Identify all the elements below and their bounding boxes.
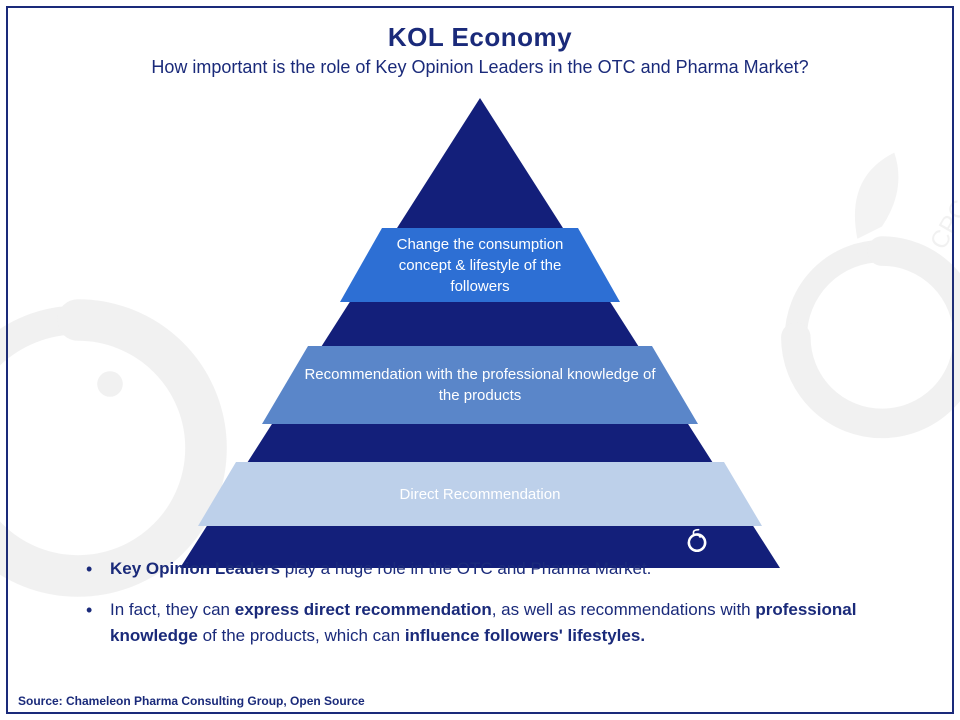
bullet-text: of the products, which can: [198, 626, 405, 645]
header: KOL Economy How important is the role of…: [8, 8, 952, 78]
pyramid: Change the consumption concept & lifesty…: [180, 98, 780, 568]
pyramid-band-text: Change the consumption concept & lifesty…: [372, 234, 588, 297]
pyramid-band-label: Change the consumption concept & lifesty…: [340, 228, 620, 302]
source-label: Source: Chameleon Pharma Consulting Grou…: [18, 694, 365, 708]
bullet-item: Key Opinion Leaders play a huge role in …: [68, 556, 912, 582]
bullet-text: In fact, they can: [110, 600, 235, 619]
bullet-text: , as well as recommendations with: [492, 600, 756, 619]
page-subtitle: How important is the role of Key Opinion…: [8, 57, 952, 78]
bullet-text: play a huge role in the OTC and Pharma M…: [280, 559, 651, 578]
pyramid-area: Change the consumption concept & lifesty…: [8, 98, 952, 578]
bullet-list: Key Opinion Leaders play a huge role in …: [68, 556, 912, 665]
page-title: KOL Economy: [8, 22, 952, 53]
bullet-bold: express direct recommendation: [235, 600, 492, 619]
pyramid-band-text: Direct Recommendation: [400, 484, 561, 505]
pyramid-band-label: Direct Recommendation: [198, 462, 762, 526]
slide-frame: CPC KOL Economy How important is the rol…: [6, 6, 954, 714]
chameleon-icon: [684, 528, 710, 554]
pyramid-band-text: Recommendation with the professional kno…: [302, 364, 658, 406]
bullet-item: In fact, they can express direct recomme…: [68, 597, 912, 648]
bullet-bold: influence followers' lifestyles.: [405, 626, 645, 645]
bullet-bold: Key Opinion Leaders: [110, 559, 280, 578]
pyramid-band-label: Recommendation with the professional kno…: [262, 346, 698, 424]
